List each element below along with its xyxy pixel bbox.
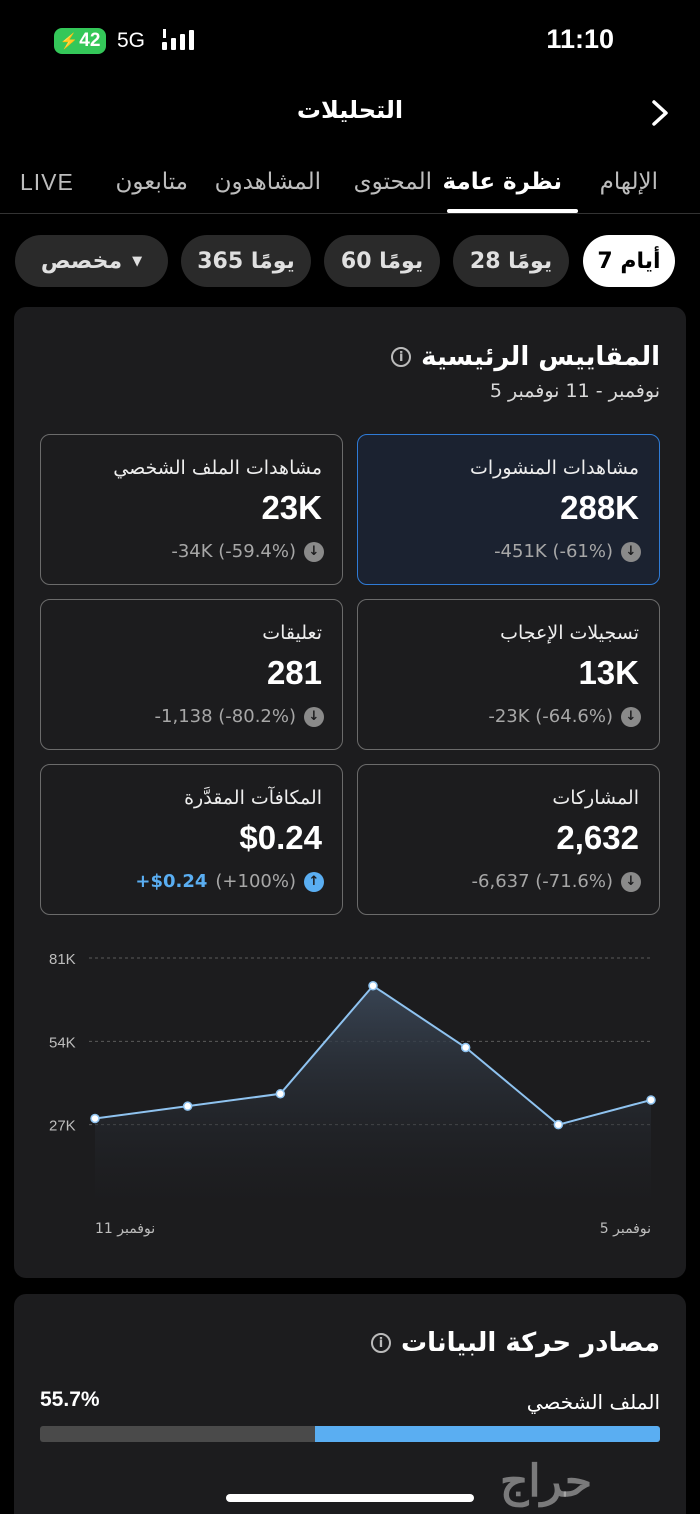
metric-label: مشاهدات الملف الشخصي xyxy=(113,457,322,479)
metric-label: تعليقات xyxy=(262,622,322,644)
key-metrics-header: المقاييس الرئيسية i xyxy=(391,342,660,372)
metric-delta: -1,138 (-80.2%) ↓ xyxy=(155,706,324,727)
metric-delta-text: -23K (-64.6%) xyxy=(488,706,613,727)
metric-delta-text: -451K (-61%) xyxy=(494,541,613,562)
traffic-source-label: الملف الشخصي xyxy=(526,1390,660,1414)
caret-down-icon: ▼ xyxy=(132,253,143,269)
tab-inspiration[interactable]: الإلهام xyxy=(599,169,658,195)
battery-level: 42 xyxy=(79,30,101,51)
chart-data-point xyxy=(275,1089,286,1099)
chart-data-point xyxy=(646,1095,656,1105)
metric-delta-percent: (+100%) xyxy=(215,871,296,892)
chart-data-point xyxy=(460,1042,471,1053)
metric-value: 13K xyxy=(578,654,639,691)
metric-delta: +$0.24 (+100%) ↑ xyxy=(135,871,324,892)
traffic-sources-panel xyxy=(14,1294,686,1514)
battery-indicator: ⚡ 42 xyxy=(54,28,106,54)
metric-delta: -451K (-61%) ↓ xyxy=(494,541,641,562)
metric-value: 281 xyxy=(266,654,322,691)
info-icon[interactable]: i xyxy=(391,347,412,367)
range-28-days[interactable]: 28 يومًا xyxy=(453,235,569,287)
tab-followers[interactable]: متابعون xyxy=(115,169,188,195)
chart-data-point xyxy=(90,1113,100,1124)
signal-icon xyxy=(162,29,194,50)
chart-y-tick-label: 54K xyxy=(49,1034,76,1051)
metric-value: 288K xyxy=(560,489,639,526)
metric-label: مشاهدات المنشورات xyxy=(469,457,639,479)
metric-card-comments[interactable]: تعليقات 281 -1,138 (-80.2%) ↓ xyxy=(40,599,343,750)
charging-bolt-icon: ⚡ xyxy=(59,33,79,50)
metric-value: 23K xyxy=(261,489,322,526)
section-title: مصادر حركة البيانات xyxy=(400,1328,660,1358)
chart-data-point xyxy=(182,1101,193,1111)
range-365-days[interactable]: 365 يومًا xyxy=(181,235,311,287)
chart-area xyxy=(95,985,651,1208)
arrow-down-icon: ↓ xyxy=(304,541,324,562)
network-type: 5G xyxy=(117,29,146,52)
metric-delta-value: +$0.24 xyxy=(135,871,208,892)
status-time: 11:10 xyxy=(546,24,614,54)
page-title: التحليلات xyxy=(296,96,404,124)
chart-y-tick-label: 81K xyxy=(49,951,76,968)
info-icon[interactable]: i xyxy=(370,1333,391,1353)
metric-delta-text: -6,637 (-71.6%) xyxy=(471,871,613,892)
tab-live[interactable]: LIVE xyxy=(20,169,74,195)
chart-data-point xyxy=(368,981,378,991)
metric-label: المشاركات xyxy=(552,787,639,809)
tab-bar: الإلهام نظرة عامة المحتوى المشاهدون متاب… xyxy=(0,162,700,214)
metric-label: المكافآت المقدَّرة xyxy=(184,787,322,809)
tab-viewers[interactable]: المشاهدون xyxy=(214,169,321,195)
active-tab-indicator xyxy=(447,209,578,213)
arrow-down-icon: ↓ xyxy=(621,871,641,892)
metric-card-post-views[interactable]: مشاهدات المنشورات 288K -451K (-61%) ↓ xyxy=(357,434,660,585)
metric-card-estimated-rewards[interactable]: المكافآت المقدَّرة $0.24 +$0.24 (+100%) … xyxy=(40,764,343,915)
metric-delta: -6,637 (-71.6%) ↓ xyxy=(472,871,641,892)
traffic-progress-bar xyxy=(40,1426,660,1442)
metric-delta: -34K (-59.4%) ↓ xyxy=(171,541,324,562)
metric-value: $0.24 xyxy=(239,819,322,856)
metric-card-likes[interactable]: تسجيلات الإعجاب 13K -23K (-64.6%) ↓ xyxy=(357,599,660,750)
metric-label: تسجيلات الإعجاب xyxy=(500,622,639,644)
arrow-down-icon: ↓ xyxy=(304,706,324,727)
metric-delta: -23K (-64.6%) ↓ xyxy=(488,706,641,727)
traffic-progress-fill xyxy=(314,1426,660,1442)
home-indicator xyxy=(226,1494,474,1502)
date-range: 5 نوفمبر - 11 نوفمبر xyxy=(489,380,660,402)
metric-delta-text: -1,138 (-80.2%) xyxy=(154,706,296,727)
chart-data-point xyxy=(553,1119,564,1130)
metric-card-shares[interactable]: المشاركات 2,632 -6,637 (-71.6%) ↓ xyxy=(357,764,660,915)
metric-value: 2,632 xyxy=(556,819,639,856)
range-custom-label: مخصص xyxy=(40,248,123,274)
arrow-down-icon: ↓ xyxy=(621,541,641,562)
metric-card-profile-views[interactable]: مشاهدات الملف الشخصي 23K -34K (-59.4%) ↓ xyxy=(40,434,343,585)
metric-delta-text: -34K (-59.4%) xyxy=(171,541,296,562)
chart-y-tick-label: 27K xyxy=(49,1118,76,1135)
range-custom-dropdown[interactable]: مخصص ▼ xyxy=(15,235,168,287)
post-views-chart: 27K 54K 81K 5 نوفمبر 11 نوفمبر xyxy=(49,951,656,1237)
chart-x-tick-label: 5 نوفمبر xyxy=(600,1221,651,1237)
arrow-up-icon: ↑ xyxy=(304,871,324,892)
range-60-days[interactable]: 60 يومًا xyxy=(324,235,440,287)
tab-content[interactable]: المحتوى xyxy=(353,169,432,195)
tab-overview[interactable]: نظرة عامة xyxy=(442,169,562,195)
range-7-days[interactable]: 7 أيام xyxy=(583,235,675,287)
watermark-logo: حراج xyxy=(500,1456,593,1507)
traffic-sources-header: مصادر حركة البيانات i xyxy=(370,1328,660,1358)
traffic-source-percent: 55.7% xyxy=(40,1388,100,1411)
section-title: المقاييس الرئيسية xyxy=(421,342,660,372)
arrow-down-icon: ↓ xyxy=(621,706,641,727)
chart-x-tick-label: 11 نوفمبر xyxy=(95,1221,155,1237)
chevron-right-icon[interactable] xyxy=(646,98,674,128)
